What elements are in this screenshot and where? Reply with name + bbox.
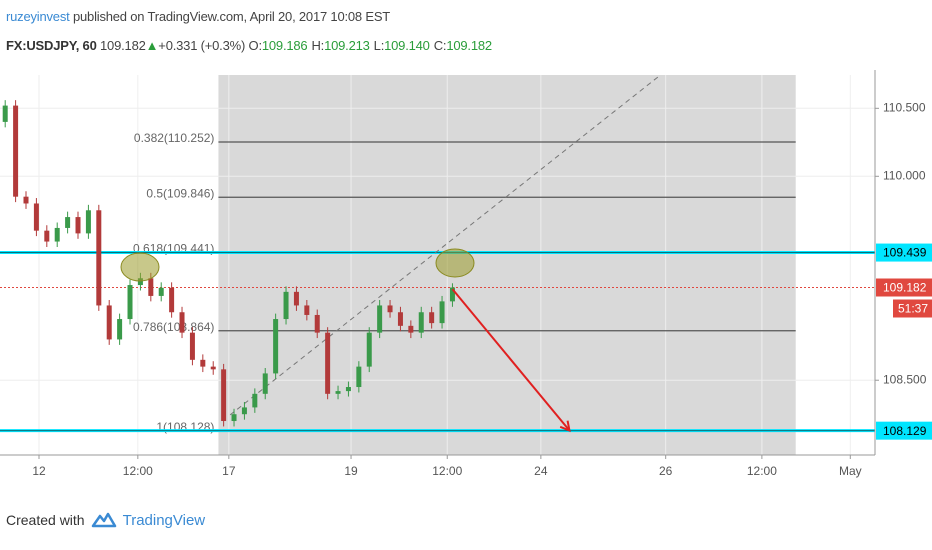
candle-body — [429, 312, 435, 324]
candle-body — [2, 105, 8, 122]
ohlc-label: H: — [311, 38, 325, 53]
change: +0.331 (+0.3%) — [158, 38, 246, 53]
candle-body — [439, 301, 445, 324]
x-tick-label: 26 — [659, 464, 673, 478]
candle-body — [304, 305, 310, 315]
author[interactable]: ruzeyinvest — [6, 9, 70, 24]
y-tick-label: 110.500 — [883, 100, 926, 114]
candle-body — [54, 227, 60, 242]
x-tick-label: May — [839, 464, 862, 478]
candle-body — [117, 319, 123, 340]
candle-body — [397, 312, 403, 326]
y-tick-label: 108.500 — [883, 372, 927, 386]
x-tick-label: 12:00 — [432, 464, 462, 478]
arrow — [451, 288, 571, 432]
candle-body — [44, 230, 50, 242]
candle-body — [148, 278, 154, 296]
ohlc-value: 109.182 — [446, 38, 492, 53]
x-tick-label: 12:00 — [123, 464, 153, 478]
highlight — [435, 248, 475, 278]
arrow: ▲ — [145, 38, 159, 53]
published: published on TradingView.com, April 20, … — [72, 9, 391, 24]
last-price-tag — [876, 278, 932, 297]
symbol: FX:USDJPY, 60 — [6, 38, 97, 53]
logo — [91, 512, 116, 528]
candle-body — [231, 414, 237, 422]
fib-label: 0.786(108.864) — [133, 320, 214, 334]
candle-body — [169, 287, 175, 313]
price-tag-label: 108.129 — [883, 424, 927, 438]
candle-body — [273, 319, 279, 374]
fib-label: 0.5(109.846) — [146, 186, 214, 200]
countdown: 51:37 — [898, 302, 928, 316]
candle-body — [345, 387, 351, 392]
candle-body — [418, 312, 424, 333]
candle-body — [241, 407, 247, 415]
candle-body — [449, 287, 455, 302]
candle-body — [189, 332, 195, 360]
ohlc-label: L: — [373, 38, 385, 53]
fib-zone — [218, 75, 796, 455]
header-line: ruzeyinvest published on TradingView.com… — [6, 9, 390, 24]
candle-body — [366, 332, 372, 367]
price-tag-label: 109.439 — [883, 246, 927, 260]
candle-body — [127, 285, 133, 320]
ohlc: O:109.186 H:109.213 L:109.140 C:109.182 — [249, 38, 496, 53]
candle-body — [137, 278, 143, 286]
last: 109.182 — [100, 38, 146, 53]
candle-body — [75, 217, 81, 234]
price-tag — [876, 243, 932, 262]
ohlc-value: 109.140 — [384, 38, 430, 53]
last-price-label: 109.182 — [883, 281, 927, 295]
symbol-line: FX:USDJPY, 60 109.182▲+0.331 (+0.3%) O:1… — [6, 38, 496, 53]
candle-body — [13, 105, 19, 197]
price-tag — [876, 421, 932, 440]
candle-body — [252, 393, 258, 408]
countdown-tag — [893, 299, 932, 318]
candle-body — [387, 305, 393, 313]
candle-body — [65, 217, 71, 228]
ohlc-label: C: — [433, 38, 447, 53]
fib-label: 0.382(110.252) — [134, 131, 215, 145]
candle-body — [356, 366, 362, 388]
trend-line — [229, 75, 661, 416]
brand[interactable]: TradingView — [122, 511, 206, 529]
plot: 0.382(110.252)0.5(109.846)0.618(109.441)… — [0, 75, 875, 455]
ohlc-value: 109.213 — [324, 38, 370, 53]
x-tick-label: 24 — [534, 464, 548, 478]
ohlc-value: 109.186 — [261, 38, 308, 53]
candle-body — [377, 305, 383, 333]
candle-body — [262, 373, 268, 394]
x-tick-label: 12 — [32, 464, 46, 478]
candle-body — [221, 369, 227, 422]
candle-body — [179, 312, 185, 333]
candle-body — [325, 332, 331, 394]
x-tick-label: 12:00 — [747, 464, 777, 478]
footer: Created with TradingView — [6, 510, 205, 530]
candle-body — [314, 314, 320, 333]
candle-body — [158, 287, 164, 296]
x-tick-label: 17 — [222, 464, 236, 478]
created: Created with — [6, 512, 85, 528]
chart: 0.382(110.252)0.5(109.846)0.618(109.441)… — [0, 70, 932, 478]
ohlc-label: O: — [248, 38, 263, 53]
highlight — [120, 252, 160, 282]
x-tick-label: 19 — [344, 464, 358, 478]
candle-body — [200, 359, 206, 367]
candle-body — [106, 305, 112, 340]
candle-body — [33, 203, 39, 231]
candle-body — [96, 210, 102, 306]
candle-body — [408, 325, 414, 333]
arrow-head — [559, 420, 571, 433]
candle-body — [293, 291, 299, 306]
candle-body — [283, 291, 289, 320]
candle-body — [210, 366, 216, 370]
candle-body — [23, 196, 29, 204]
candle-body — [335, 391, 341, 394]
y-tick-label: 110.000 — [883, 168, 926, 182]
candle-body — [85, 210, 91, 234]
